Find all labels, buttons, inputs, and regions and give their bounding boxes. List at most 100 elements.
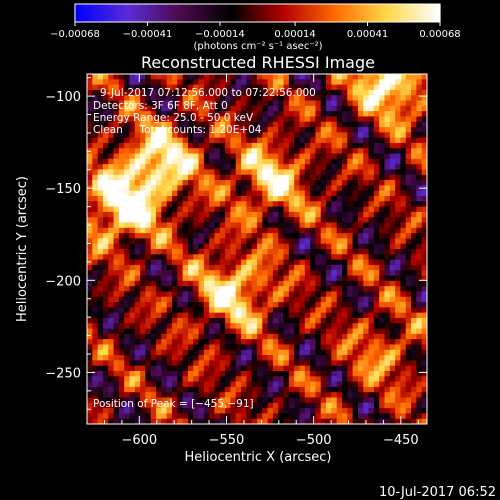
image-pixel: [336, 84, 343, 91]
image-pixel: [118, 339, 125, 345]
image-pixel: [241, 127, 247, 133]
image-pixel: [129, 392, 136, 398]
image-pixel: [140, 275, 146, 282]
image-pixel: [384, 296, 391, 303]
image-pixel: [251, 312, 258, 319]
colorbar-cell: [187, 4, 191, 22]
image-pixel: [92, 164, 99, 170]
image-pixel: [357, 370, 364, 377]
image-pixel: [140, 79, 146, 85]
image-pixel: [177, 259, 184, 266]
image-pixel: [251, 79, 258, 85]
image-pixel: [246, 185, 253, 192]
image-pixel: [156, 370, 162, 377]
colorbar-tick-label: 0.00041: [347, 29, 388, 40]
image-pixel: [315, 254, 322, 260]
image-pixel: [108, 217, 114, 223]
image-pixel: [124, 116, 130, 123]
image-pixel: [373, 317, 380, 324]
image-pixel: [400, 370, 407, 377]
image-pixel: [193, 121, 199, 128]
image-pixel: [209, 270, 215, 276]
image-pixel: [357, 84, 364, 91]
image-pixel: [241, 116, 247, 123]
image-pixel: [395, 89, 401, 96]
colorbar-cell: [135, 4, 139, 22]
image-pixel: [320, 148, 327, 154]
image-pixel: [156, 206, 162, 213]
image-pixel: [278, 312, 284, 319]
image-pixel: [193, 158, 199, 165]
image-pixel: [283, 211, 290, 218]
image-pixel: [352, 148, 359, 154]
image-pixel: [389, 264, 396, 271]
image-pixel: [389, 243, 396, 250]
image-pixel: [384, 164, 391, 170]
image-pixel: [161, 153, 168, 160]
image-pixel: [230, 418, 237, 425]
image-pixel: [124, 195, 130, 202]
colorbar-cell: [310, 4, 314, 22]
image-pixel: [219, 148, 226, 154]
colorbar-cell: [360, 4, 364, 22]
image-pixel: [230, 211, 237, 218]
image-pixel: [230, 397, 237, 404]
image-pixel: [310, 349, 316, 356]
image-pixel: [87, 323, 93, 329]
x-tick-label: −600: [121, 433, 157, 448]
image-pixel: [283, 158, 290, 165]
image-pixel: [299, 275, 306, 282]
image-pixel: [326, 137, 332, 144]
image-pixel: [379, 206, 385, 213]
image-pixel: [129, 100, 136, 107]
image-pixel: [230, 238, 237, 245]
image-pixel: [342, 89, 348, 96]
image-pixel: [347, 333, 354, 340]
image-pixel: [331, 386, 338, 393]
image-pixel: [140, 376, 146, 382]
image-pixel: [140, 84, 146, 91]
image-pixel: [389, 121, 396, 128]
image-pixel: [320, 238, 327, 245]
image-pixel: [235, 100, 242, 107]
image-pixel: [283, 264, 290, 271]
image-pixel: [124, 381, 130, 388]
image-pixel: [400, 89, 407, 96]
image-pixel: [235, 370, 242, 377]
image-pixel: [384, 233, 391, 239]
image-pixel: [389, 116, 396, 123]
image-pixel: [198, 259, 205, 266]
image-pixel: [363, 238, 369, 245]
image-pixel: [310, 339, 316, 345]
image-pixel: [304, 381, 311, 388]
image-pixel: [251, 307, 258, 314]
image-pixel: [416, 339, 423, 345]
image-pixel: [87, 402, 93, 409]
colorbar-cell: [427, 4, 431, 22]
image-pixel: [235, 333, 242, 340]
image-pixel: [246, 211, 253, 218]
image-pixel: [145, 259, 152, 266]
image-pixel: [262, 195, 269, 202]
image-pixel: [124, 307, 130, 314]
image-pixel: [304, 142, 311, 149]
image-pixel: [373, 84, 380, 91]
image-pixel: [278, 355, 284, 361]
image-pixel: [299, 349, 306, 356]
image-pixel: [315, 74, 322, 80]
image-pixel: [267, 137, 274, 144]
colorbar-cell: [417, 4, 421, 22]
colorbar-cell: [420, 4, 424, 22]
image-pixel: [257, 386, 263, 393]
image-pixel: [368, 275, 375, 282]
image-pixel: [209, 307, 215, 314]
image-pixel: [262, 392, 269, 398]
image-pixel: [331, 137, 338, 144]
image-pixel: [209, 254, 215, 260]
image-pixel: [411, 312, 417, 319]
image-pixel: [230, 243, 237, 250]
image-pixel: [389, 339, 396, 345]
image-pixel: [172, 243, 178, 250]
image-pixel: [219, 132, 226, 139]
image-pixel: [108, 397, 114, 404]
